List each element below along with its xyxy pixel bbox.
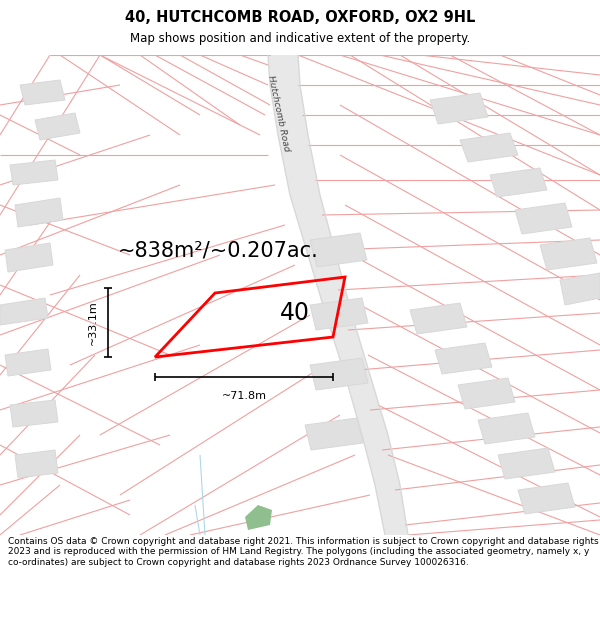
Text: Map shows position and indicative extent of the property.: Map shows position and indicative extent… (130, 32, 470, 45)
Polygon shape (540, 238, 597, 270)
Text: Contains OS data © Crown copyright and database right 2021. This information is : Contains OS data © Crown copyright and d… (8, 537, 598, 567)
Polygon shape (478, 413, 535, 444)
Polygon shape (498, 448, 555, 479)
Polygon shape (410, 303, 467, 334)
Polygon shape (15, 198, 63, 227)
Polygon shape (305, 418, 363, 450)
Polygon shape (560, 273, 600, 305)
Polygon shape (20, 80, 65, 105)
Polygon shape (5, 243, 53, 272)
Polygon shape (10, 160, 58, 185)
Polygon shape (268, 55, 408, 535)
Polygon shape (245, 505, 272, 530)
Polygon shape (515, 203, 572, 234)
Polygon shape (435, 343, 492, 374)
Polygon shape (460, 133, 518, 162)
Polygon shape (10, 400, 58, 427)
Polygon shape (0, 298, 48, 325)
Polygon shape (310, 298, 368, 330)
Polygon shape (5, 349, 51, 376)
Text: ~71.8m: ~71.8m (221, 391, 266, 401)
Text: Hutchcomb Road: Hutchcomb Road (266, 74, 292, 152)
Polygon shape (518, 483, 575, 514)
Text: ~33.1m: ~33.1m (88, 300, 98, 345)
Polygon shape (15, 450, 58, 478)
Polygon shape (35, 113, 80, 140)
Text: 40, HUTCHCOMB ROAD, OXFORD, OX2 9HL: 40, HUTCHCOMB ROAD, OXFORD, OX2 9HL (125, 10, 475, 25)
Polygon shape (310, 358, 368, 390)
Polygon shape (310, 233, 367, 267)
Polygon shape (490, 168, 547, 197)
Polygon shape (430, 93, 488, 124)
Text: ~838m²/~0.207ac.: ~838m²/~0.207ac. (118, 241, 319, 261)
Polygon shape (458, 378, 515, 409)
Text: 40: 40 (280, 301, 310, 325)
